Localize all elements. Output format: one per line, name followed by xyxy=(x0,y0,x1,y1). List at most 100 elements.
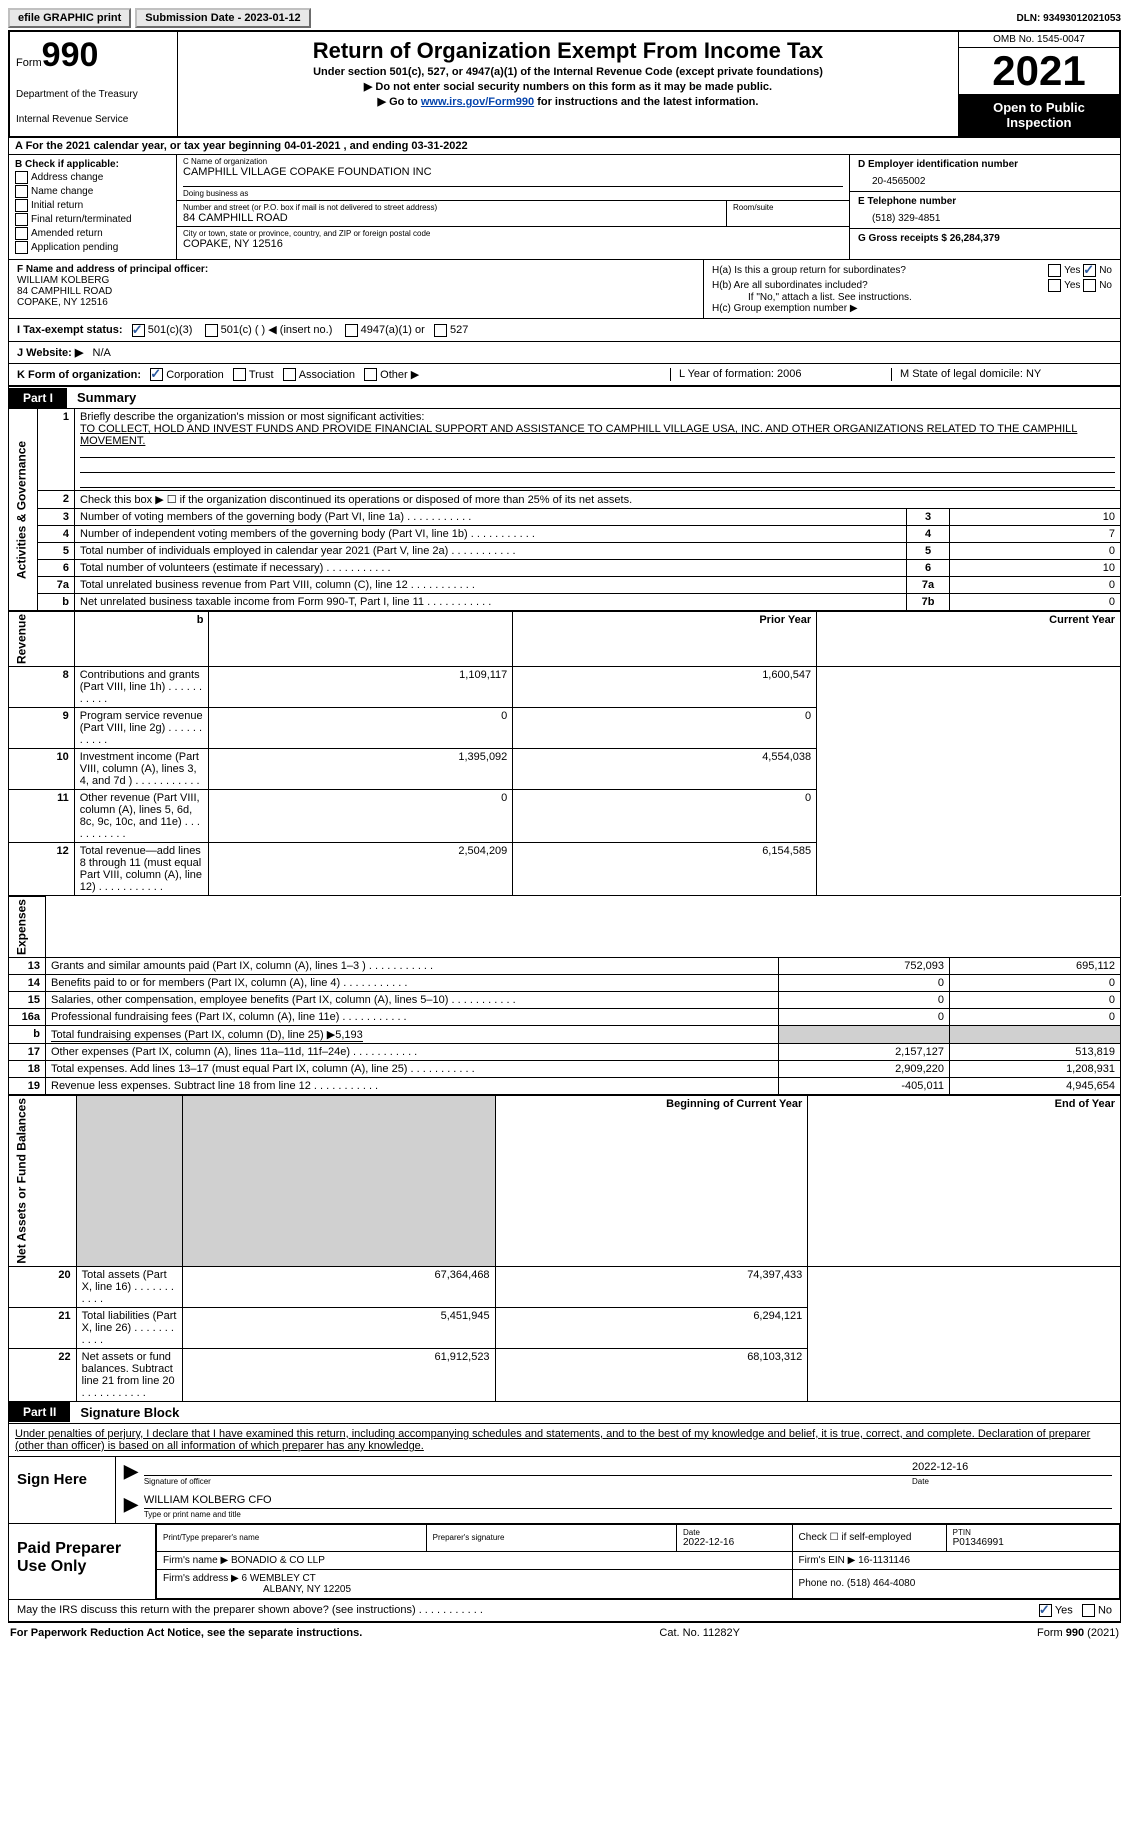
street-label: Number and street (or P.O. box if mail i… xyxy=(183,203,720,212)
discuss-yes-label: Yes xyxy=(1055,1604,1073,1616)
efile-print-button[interactable]: efile GRAPHIC print xyxy=(8,8,131,28)
initial-return-checkbox[interactable] xyxy=(15,199,28,212)
omb-number: OMB No. 1545-0047 xyxy=(959,32,1119,48)
line1-value: TO COLLECT, HOLD AND INVEST FUNDS AND PR… xyxy=(80,423,1077,447)
summary-line-18: Total expenses. Add lines 13–17 (must eq… xyxy=(46,1061,779,1078)
line1-label: Briefly describe the organization's miss… xyxy=(80,411,424,423)
summary-line-10: Investment income (Part VIII, column (A)… xyxy=(74,749,209,790)
other-label: Other ▶ xyxy=(380,369,419,381)
summary-line-11: Other revenue (Part VIII, column (A), li… xyxy=(74,790,209,843)
principal-officer-addr1: 84 CAMPHILL ROAD xyxy=(17,286,695,297)
summary-line-17: Other expenses (Part IX, column (A), lin… xyxy=(46,1044,779,1061)
discuss-no-checkbox[interactable] xyxy=(1082,1604,1095,1617)
name-change-checkbox[interactable] xyxy=(15,185,28,198)
summary-line-b: Net unrelated business taxable income fr… xyxy=(75,594,907,611)
hb-yes-checkbox[interactable] xyxy=(1048,279,1061,292)
tel-value: (518) 329-4851 xyxy=(858,207,1112,224)
name-title-label: Type or print name and title xyxy=(144,1510,1112,1519)
state-domicile: M State of legal domicile: NY xyxy=(891,368,1112,382)
footer-right: Form 990 (2021) xyxy=(1037,1627,1119,1639)
address-change-checkbox[interactable] xyxy=(15,171,28,184)
hb-note: If "No," attach a list. See instructions… xyxy=(712,292,1112,303)
hb-label: H(b) Are all subordinates included? xyxy=(712,280,868,291)
gross-receipts: G Gross receipts $ 26,284,379 xyxy=(858,233,1112,244)
amended-return-label: Amended return xyxy=(31,228,103,239)
summary-line-8: Contributions and grants (Part VIII, lin… xyxy=(74,667,209,708)
expenses-table: Expenses 13Grants and similar amounts pa… xyxy=(8,896,1121,1095)
ptin-value: P01346991 xyxy=(953,1537,1113,1548)
firm-name-value: BONADIO & CO LLP xyxy=(231,1555,325,1566)
hb-no-label: No xyxy=(1099,280,1112,291)
city-value: COPAKE, NY 12516 xyxy=(183,238,843,250)
city-label: City or town, state or province, country… xyxy=(183,229,843,238)
4947-label: 4947(a)(1) or xyxy=(361,324,425,336)
declaration-text: Under penalties of perjury, I declare th… xyxy=(9,1424,1120,1456)
ha-no-checkbox[interactable] xyxy=(1083,264,1096,277)
application-pending-label: Application pending xyxy=(31,242,118,253)
tax-year: 2021 xyxy=(959,48,1119,94)
officer-name-title: WILLIAM KOLBERG CFO xyxy=(144,1494,1112,1506)
org-name-value: CAMPHILL VILLAGE COPAKE FOUNDATION INC xyxy=(183,166,843,178)
hb-no-checkbox[interactable] xyxy=(1083,279,1096,292)
final-return-label: Final return/terminated xyxy=(31,214,132,225)
trust-checkbox[interactable] xyxy=(233,368,246,381)
sig-date: 2022-12-16 xyxy=(912,1461,1112,1473)
paid-preparer-label: Paid Preparer Use Only xyxy=(9,1524,156,1599)
corporation-label: Corporation xyxy=(166,369,223,381)
summary-line-13: Grants and similar amounts paid (Part IX… xyxy=(46,958,779,975)
summary-table: Activities & Governance 1 Briefly descri… xyxy=(8,408,1121,611)
firm-ein: Firm's EIN ▶ 16-1131146 xyxy=(792,1551,1119,1569)
part1-title: Summary xyxy=(67,387,146,408)
4947-checkbox[interactable] xyxy=(345,324,358,337)
netassets-table: Net Assets or Fund Balances Beginning of… xyxy=(8,1095,1121,1402)
corporation-checkbox[interactable] xyxy=(150,368,163,381)
ptin-label: PTIN xyxy=(953,1528,1113,1537)
initial-return-label: Initial return xyxy=(31,200,83,211)
submission-date-button[interactable]: Submission Date - 2023-01-12 xyxy=(135,8,310,28)
part2-tag: Part II xyxy=(9,1402,70,1422)
summary-line-4: Number of independent voting members of … xyxy=(75,526,907,543)
summary-line-5: Total number of individuals employed in … xyxy=(75,543,907,560)
ha-yes-checkbox[interactable] xyxy=(1048,264,1061,277)
other-checkbox[interactable] xyxy=(364,368,377,381)
summary-line-19: Revenue less expenses. Subtract line 18 … xyxy=(46,1078,779,1095)
footer-center: Cat. No. 11282Y xyxy=(659,1627,740,1639)
summary-line-20: Total assets (Part X, line 16) xyxy=(76,1266,182,1307)
self-employed: Check ☐ if self-employed xyxy=(792,1524,946,1551)
revenue-table: Revenue b Prior Year Current Year 8Contr… xyxy=(8,611,1121,896)
association-checkbox[interactable] xyxy=(283,368,296,381)
irs-link[interactable]: www.irs.gov/Form990 xyxy=(421,96,534,108)
firm-phone: Phone no. (518) 464-4080 xyxy=(792,1569,1119,1598)
name-change-label: Name change xyxy=(31,186,93,197)
firm-addr1: 6 WEMBLEY CT xyxy=(242,1573,316,1584)
prior-year-hdr: Prior Year xyxy=(513,612,817,667)
application-pending-checkbox[interactable] xyxy=(15,241,28,254)
tel-label: E Telephone number xyxy=(858,196,1112,207)
room-label: Room/suite xyxy=(733,203,843,212)
trust-label: Trust xyxy=(249,369,274,381)
principal-officer-label: F Name and address of principal officer: xyxy=(17,264,695,275)
firm-addr-label: Firm's address ▶ xyxy=(163,1573,239,1584)
ha-no-label: No xyxy=(1099,265,1112,276)
form-title: Return of Organization Exempt From Incom… xyxy=(188,38,948,64)
501c-checkbox[interactable] xyxy=(205,324,218,337)
527-checkbox[interactable] xyxy=(434,324,447,337)
discuss-yes-checkbox[interactable] xyxy=(1039,1604,1052,1617)
side-activities: Activities & Governance xyxy=(9,409,38,611)
form-of-org-label: K Form of organization: xyxy=(17,369,141,381)
dba-label: Doing business as xyxy=(183,186,843,198)
summary-line-22: Net assets or fund balances. Subtract li… xyxy=(76,1348,182,1401)
final-return-checkbox[interactable] xyxy=(15,213,28,226)
hb-yes-label: Yes xyxy=(1064,280,1080,291)
arrow-icon: ▶ xyxy=(124,1461,138,1486)
amended-return-checkbox[interactable] xyxy=(15,227,28,240)
hc-label: H(c) Group exemption number ▶ xyxy=(712,303,1112,314)
check-if-applicable-label: B Check if applicable: xyxy=(15,159,170,170)
summary-line-14: Benefits paid to or for members (Part IX… xyxy=(46,975,779,992)
open-to-public: Open to Public Inspection xyxy=(959,94,1119,136)
part1-tag: Part I xyxy=(9,388,67,408)
sign-here-label: Sign Here xyxy=(9,1457,116,1523)
current-year-hdr: Current Year xyxy=(817,612,1121,667)
side-netassets: Net Assets or Fund Balances xyxy=(9,1096,77,1267)
501c3-checkbox[interactable] xyxy=(132,324,145,337)
